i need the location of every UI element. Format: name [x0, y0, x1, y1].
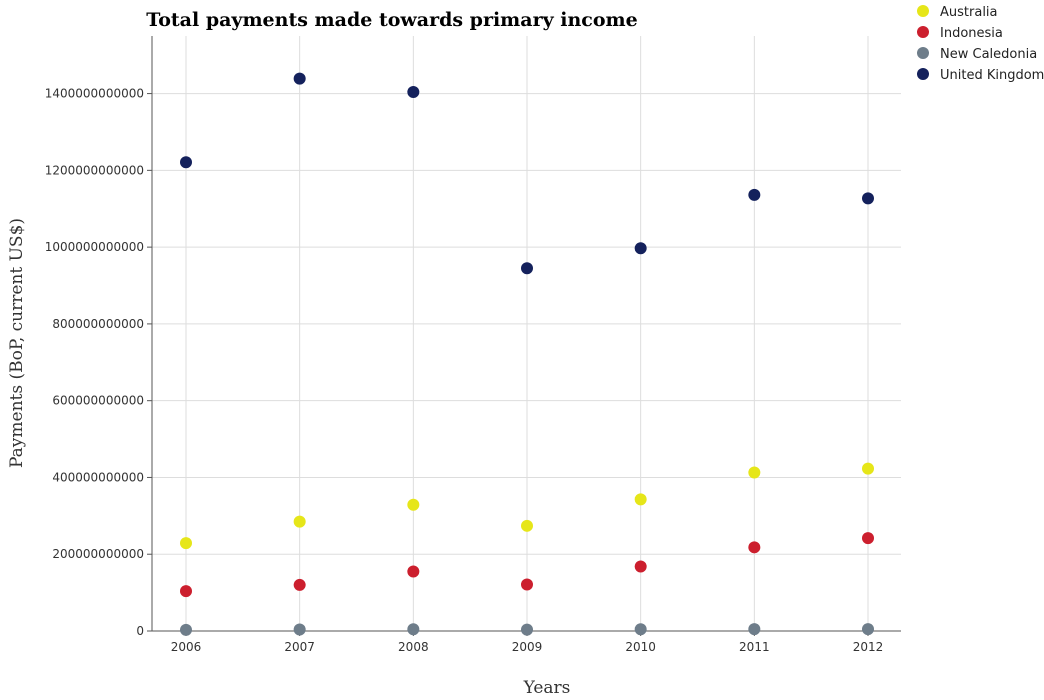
y-tick-label: 1200000000000 — [45, 163, 144, 177]
y-tick-label: 1400000000000 — [45, 87, 144, 101]
series-new-caledonia — [180, 623, 874, 636]
x-axis-ticks: 2006 2007 2008 2009 2010 2011 2012 — [171, 631, 884, 654]
legend-label: Australia — [940, 5, 998, 20]
y-axis-ticks: 0 200000000000 400000000000 600000000000 800… — [45, 87, 152, 638]
data-point — [634, 242, 647, 255]
data-point — [521, 623, 533, 636]
data-point — [634, 560, 647, 573]
y-tick-label: 1000000000000 — [45, 240, 144, 254]
data-point — [407, 565, 420, 578]
data-point — [748, 541, 761, 554]
data-points — [180, 72, 874, 636]
data-point — [862, 192, 874, 205]
data-point — [748, 623, 761, 636]
data-point — [634, 623, 647, 636]
legend-item: Indonesia — [917, 26, 1003, 41]
data-point — [293, 623, 306, 636]
x-axis-title: Years — [523, 678, 571, 698]
legend-label: New Caledonia — [940, 47, 1037, 62]
y-tick-label: 0 — [136, 624, 144, 638]
data-point — [180, 156, 192, 169]
data-point — [407, 498, 420, 511]
legend-marker — [917, 26, 929, 38]
legend-item: New Caledonia — [917, 47, 1037, 62]
y-tick-label: 200000000000 — [52, 547, 144, 561]
data-point — [521, 519, 533, 532]
legend-item: Australia — [917, 5, 998, 20]
data-point — [748, 188, 761, 201]
legend: Australia Indonesia New Caledonia United Ki… — [917, 5, 1044, 83]
x-tick-label: 2012 — [853, 640, 884, 654]
legend-marker — [917, 5, 929, 17]
chart-title: Total payments made towards primary inco… — [146, 9, 637, 31]
data-point — [180, 585, 192, 598]
data-point — [862, 532, 874, 545]
y-axis-title: Payments (BoP, current US$) — [7, 218, 27, 468]
legend-item: United Kingdom — [917, 68, 1044, 83]
legend-label: United Kingdom — [940, 68, 1044, 83]
x-tick-label: 2011 — [739, 640, 770, 654]
legend-marker — [917, 68, 929, 80]
x-tick-label: 2006 — [171, 640, 202, 654]
y-tick-label: 600000000000 — [52, 394, 144, 408]
series-indonesia — [180, 532, 874, 598]
legend-marker — [917, 47, 929, 59]
data-point — [521, 578, 533, 591]
series-australia — [180, 462, 874, 550]
data-point — [748, 466, 761, 479]
data-point — [521, 262, 533, 275]
legend-label: Indonesia — [940, 26, 1003, 41]
data-point — [862, 623, 874, 636]
x-tick-label: 2009 — [512, 640, 543, 654]
series-united-kingdom — [180, 72, 874, 275]
x-tick-label: 2007 — [284, 640, 315, 654]
data-point — [407, 623, 420, 636]
data-point — [862, 462, 874, 475]
data-point — [293, 515, 306, 528]
gridlines — [152, 36, 901, 632]
y-tick-label: 400000000000 — [52, 470, 144, 484]
data-point — [407, 86, 420, 99]
data-point — [293, 72, 306, 85]
data-point — [634, 493, 647, 506]
data-point — [293, 578, 306, 591]
y-tick-label: 800000000000 — [52, 317, 144, 331]
data-point — [180, 623, 192, 636]
x-tick-label: 2008 — [398, 640, 429, 654]
data-point — [180, 537, 192, 550]
x-tick-label: 2010 — [625, 640, 656, 654]
